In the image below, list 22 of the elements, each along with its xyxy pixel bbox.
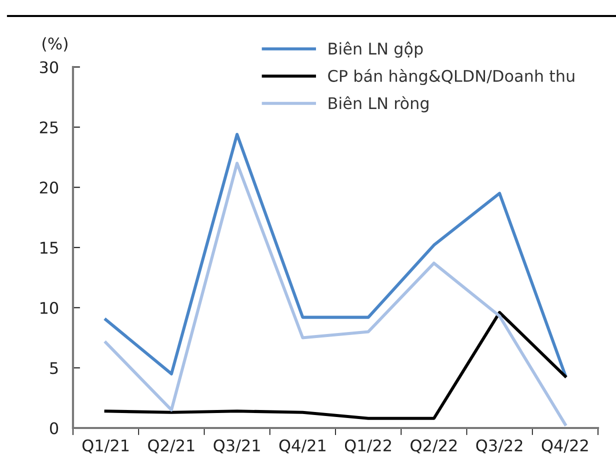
- x-tick-label: Q1/22: [344, 439, 391, 454]
- y-tick-label: 25: [40, 121, 58, 134]
- x-tick-label: Q4/22: [542, 439, 588, 454]
- legend-label: Biên LN ròng: [328, 96, 428, 112]
- line-series: [104, 132, 567, 377]
- line-series: [104, 310, 567, 420]
- legend-label: Biên LN gộp: [328, 42, 423, 58]
- y-tick-label: 20: [40, 182, 58, 194]
- y-tick-label: 10: [40, 302, 58, 314]
- y-axis-title: (%): [42, 37, 68, 52]
- line-series: [104, 162, 567, 426]
- legend-label: CP bán hàng&QLDN/Doanh thu: [328, 68, 574, 86]
- y-tick-label: 0: [50, 422, 58, 434]
- x-tick-label: Q4/21: [279, 439, 326, 454]
- x-tick-label: Q1/21: [82, 439, 129, 454]
- x-tick-label: Q2/22: [410, 439, 457, 454]
- y-tick-label: 5: [50, 362, 58, 374]
- y-tick-label: 30: [40, 61, 58, 74]
- y-tick-label: 15: [40, 242, 58, 254]
- x-tick-label: Q3/22: [476, 439, 522, 454]
- x-tick-label: Q2/21: [148, 439, 194, 454]
- x-tick-label: Q3/21: [214, 439, 260, 454]
